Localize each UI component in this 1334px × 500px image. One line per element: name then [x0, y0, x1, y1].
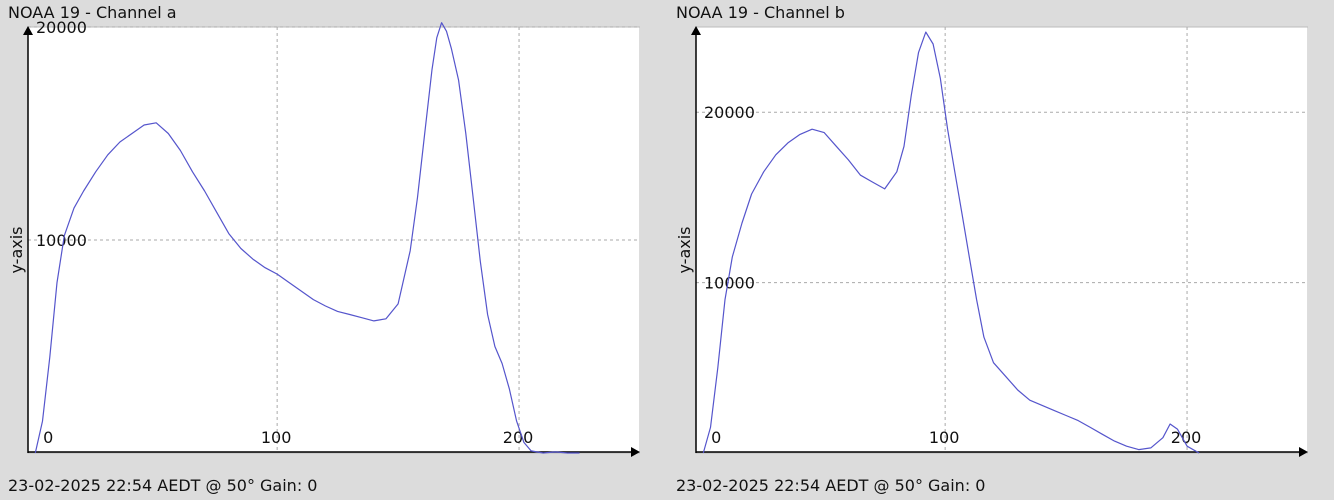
x-tick-label: 200: [1171, 428, 1202, 447]
x-axis-arrow: [1299, 447, 1308, 457]
y-tick-label: 10000: [704, 274, 755, 293]
series-line: [702, 31, 1200, 454]
y-axis-label: y-axis: [7, 226, 26, 273]
plot-area: [695, 26, 1308, 454]
chart-panel-channel-b: NOAA 19 - Channel b 0 100 200 10000 20000 y-a…: [668, 0, 1308, 500]
x-tick-label: 100: [929, 428, 960, 447]
chart-plot-channel-a: 0 100 200 10000 20000 y-axis: [7, 18, 640, 457]
x-tick-label: 0: [711, 428, 721, 447]
y-tick-label: 20000: [36, 18, 87, 37]
x-tick-label: 100: [261, 428, 292, 447]
series-line: [34, 22, 580, 454]
x-tick-label: 200: [503, 428, 534, 447]
chart-title: NOAA 19 - Channel b: [676, 3, 845, 22]
x-axis-arrow: [631, 447, 640, 457]
y-tick-label: 10000: [36, 231, 87, 250]
chart-panel-channel-a: NOAA 19 - Channel a 0 100 200 10000 20000 y-a…: [0, 0, 640, 500]
y-axis-arrow: [23, 26, 33, 35]
chart-title: NOAA 19 - Channel a: [8, 3, 177, 22]
y-tick-label: 20000: [704, 103, 755, 122]
chart-footer-status: 23-02-2025 22:54 AEDT @ 50° Gain: 0: [8, 476, 318, 495]
chart-footer-status: 23-02-2025 22:54 AEDT @ 50° Gain: 0: [676, 476, 986, 495]
chart-plot-channel-b: 0 100 200 10000 20000 y-axis: [675, 26, 1308, 457]
y-axis-label: y-axis: [675, 226, 694, 273]
y-axis-arrow: [691, 26, 701, 35]
x-tick-label: 0: [43, 428, 53, 447]
